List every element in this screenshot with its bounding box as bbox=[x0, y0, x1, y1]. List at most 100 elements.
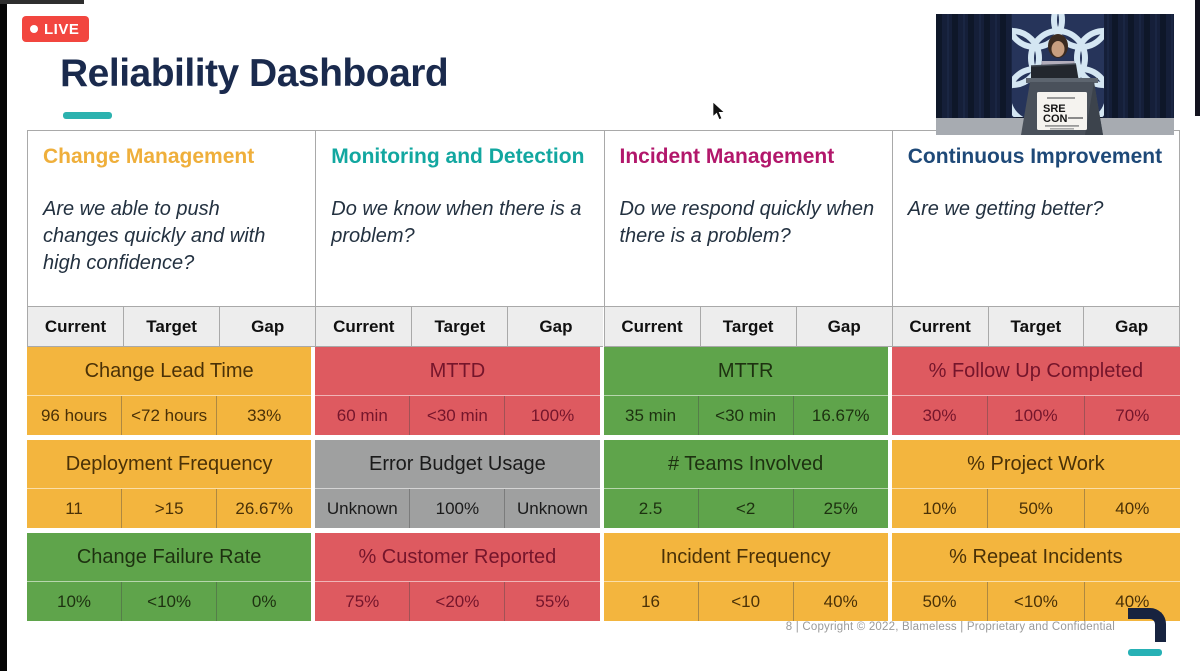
metric-current-value: 96 hours bbox=[40, 405, 108, 425]
metric-current-value: 2.5 bbox=[638, 498, 663, 518]
metric-values: 96 hours <72 hours 33% bbox=[27, 395, 312, 435]
column-header-target: Target bbox=[123, 307, 220, 347]
category-header: Continuous Improvement Are we getting bet… bbox=[891, 130, 1180, 307]
metric-name: % Customer Reported bbox=[358, 545, 557, 568]
blameless-logo-glyph bbox=[1128, 608, 1166, 642]
metric-block-customer-reported: % Customer Reported 75% <20% 55% bbox=[315, 533, 600, 621]
category-header: Incident Management Do we respond quickly… bbox=[603, 130, 892, 307]
category-title: Continuous Improvement bbox=[907, 145, 1163, 168]
metric-target-value: <72 hours bbox=[121, 396, 216, 435]
live-dot-icon bbox=[30, 25, 38, 33]
metric-block-mttr: MTTR 35 min <30 min 16.67% bbox=[603, 347, 888, 435]
category-question: Are we getting better? bbox=[907, 198, 1104, 221]
column-header-gap: Gap bbox=[507, 307, 604, 347]
metric-gap-value: 25% bbox=[792, 489, 888, 528]
metric-target-value: <10 bbox=[697, 582, 793, 621]
metric-target-value: <20% bbox=[409, 582, 504, 621]
metric-gap-value: 40% bbox=[1083, 489, 1180, 528]
reliability-table: Change Management Are we able to push cha… bbox=[27, 130, 1180, 621]
podium-sign-line2: CON bbox=[1043, 113, 1068, 125]
column-header-current: Current bbox=[27, 307, 124, 347]
metric-block-error-budget-usage: Error Budget Usage Unknown 100% Unknown bbox=[315, 440, 600, 528]
metric-values: 75% <20% 55% bbox=[315, 581, 600, 621]
metric-current-value: 10% bbox=[57, 591, 92, 611]
mouse-cursor-icon bbox=[712, 101, 726, 121]
metric-name: Change Lead Time bbox=[84, 359, 254, 382]
metric-current-value: 35 min bbox=[625, 405, 677, 425]
metric-current-value: 75% bbox=[345, 591, 380, 611]
column-header-target: Target bbox=[699, 307, 796, 347]
metric-current-value: 10% bbox=[922, 498, 957, 518]
blameless-logo-dash bbox=[1128, 649, 1162, 656]
metric-gap-value: 16.67% bbox=[792, 396, 888, 435]
column-header-gap: Gap bbox=[795, 307, 892, 347]
column-header-current: Current bbox=[603, 307, 700, 347]
category-title: Change Management bbox=[43, 145, 255, 168]
metric-name: Error Budget Usage bbox=[368, 452, 546, 475]
category-column-continuous-improvement: Continuous Improvement Are we getting bet… bbox=[891, 130, 1180, 621]
metric-gap-value: 55% bbox=[504, 582, 599, 621]
metric-gap-value: 26.67% bbox=[216, 489, 311, 528]
column-header-gap: Gap bbox=[219, 307, 316, 347]
screen-edge-bar-top bbox=[0, 0, 84, 4]
podium-sign bbox=[1037, 92, 1087, 130]
category-column-monitoring-and-detection: Monitoring and Detection Do we know when … bbox=[315, 130, 604, 621]
metric-block-teams-involved: # Teams Involved 2.5 <2 25% bbox=[603, 440, 888, 528]
category-column-incident-management: Incident Management Do we respond quickly… bbox=[603, 130, 892, 621]
metric-name: Deployment Frequency bbox=[65, 452, 273, 475]
metric-gap-value: Unknown bbox=[504, 489, 599, 528]
screen-edge-bar-left bbox=[0, 0, 7, 671]
live-badge: LIVE bbox=[22, 16, 90, 42]
column-header-current: Current bbox=[315, 307, 412, 347]
metric-block-change-failure-rate: Change Failure Rate 10% <10% 0% bbox=[27, 533, 312, 621]
metric-values: 35 min <30 min 16.67% bbox=[603, 395, 888, 435]
metric-values: 11 >15 26.67% bbox=[27, 488, 312, 528]
category-question: Do we respond quickly when there is a pr… bbox=[619, 198, 875, 248]
metric-gap-value: 40% bbox=[792, 582, 888, 621]
metric-current-value: 11 bbox=[65, 498, 83, 518]
metric-target-value: <30 min bbox=[697, 396, 793, 435]
metric-values: 2.5 <2 25% bbox=[603, 488, 888, 528]
metric-current-value: Unknown bbox=[326, 498, 398, 518]
metric-target-value: 100% bbox=[987, 396, 1083, 435]
presenter-video[interactable]: SRE CON bbox=[936, 14, 1174, 135]
metric-name: % Project Work bbox=[967, 452, 1105, 475]
metric-target-value: <2 bbox=[697, 489, 793, 528]
metric-blocks: Change Lead Time 96 hours <72 hours 33% Depl… bbox=[27, 347, 316, 621]
metric-target-value: 50% bbox=[987, 489, 1083, 528]
metric-block-repeat-incidents: % Repeat Incidents 50% <10% 40% bbox=[891, 533, 1180, 621]
metric-block-incident-frequency: Incident Frequency 16 <10 40% bbox=[603, 533, 888, 621]
metric-target-value: <30 min bbox=[409, 396, 504, 435]
metric-name: MTTD bbox=[429, 359, 486, 382]
slide-footer-copyright: 8 | Copyright © 2022, Blameless | Propri… bbox=[785, 621, 1115, 633]
metric-values: Unknown 100% Unknown bbox=[315, 488, 600, 528]
metric-name: Change Failure Rate bbox=[76, 545, 262, 568]
category-title: Incident Management bbox=[619, 145, 835, 168]
value-header-row: Current Target Gap bbox=[891, 307, 1180, 347]
metric-current-value: 16 bbox=[641, 591, 660, 611]
metric-values: 10% 50% 40% bbox=[891, 488, 1180, 528]
metric-name: Incident Frequency bbox=[660, 545, 831, 568]
page-title: Reliability Dashboard bbox=[60, 52, 449, 95]
metric-current-value: 30% bbox=[922, 405, 957, 425]
value-header-row: Current Target Gap bbox=[27, 307, 316, 347]
column-header-target: Target bbox=[411, 307, 508, 347]
metric-target-value: <10% bbox=[121, 582, 216, 621]
category-header: Monitoring and Detection Do we know when … bbox=[315, 130, 604, 307]
metric-current-value: 50% bbox=[922, 591, 957, 611]
metric-name: # Teams Involved bbox=[667, 452, 824, 475]
metric-blocks: % Follow Up Completed 30% 100% 70% % Project… bbox=[891, 347, 1180, 621]
metric-block-deployment-frequency: Deployment Frequency 11 >15 26.67% bbox=[27, 440, 312, 528]
metric-target-value: 100% bbox=[409, 489, 504, 528]
category-question: Do we know when there is a problem? bbox=[331, 198, 582, 248]
category-column-change-management: Change Management Are we able to push cha… bbox=[27, 130, 316, 621]
column-header-target: Target bbox=[987, 307, 1084, 347]
metric-gap-value: 70% bbox=[1083, 396, 1180, 435]
metric-target-value: <10% bbox=[987, 582, 1083, 621]
metric-block-mttd: MTTD 60 min <30 min 100% bbox=[315, 347, 600, 435]
metric-gap-value: 33% bbox=[216, 396, 311, 435]
metric-target-value: >15 bbox=[121, 489, 216, 528]
value-header-row: Current Target Gap bbox=[603, 307, 892, 347]
metric-block-follow-up-completed: % Follow Up Completed 30% 100% 70% bbox=[891, 347, 1180, 435]
category-header: Change Management Are we able to push cha… bbox=[27, 130, 316, 307]
